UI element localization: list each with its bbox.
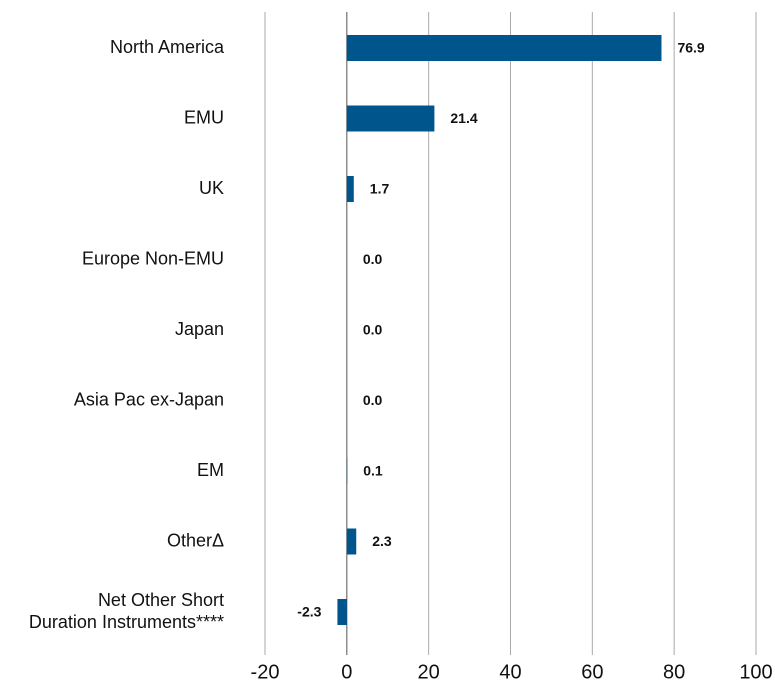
category-label: Net Other Short Duration Instruments****	[29, 590, 224, 632]
x-tick-label: 40	[499, 661, 521, 683]
category-line: UK	[199, 178, 224, 198]
x-tick-label: 60	[581, 661, 603, 683]
category-line: Asia Pac ex-Japan	[74, 389, 224, 409]
category-label: Asia Pac ex-Japan	[74, 389, 224, 409]
x-tick-label: 0	[341, 661, 352, 683]
value-label: 0.0	[363, 251, 383, 267]
value-label: 0.1	[363, 463, 383, 479]
category-line: Europe Non-EMU	[82, 248, 224, 268]
value-label: 21.4	[450, 110, 477, 126]
category-label: Europe Non-EMU	[82, 248, 224, 268]
value-label: 76.9	[677, 40, 704, 56]
category-label: EM	[197, 460, 224, 480]
bar	[337, 599, 347, 625]
bar	[346, 35, 662, 61]
category-line: North America	[110, 37, 225, 57]
value-label: 2.3	[372, 533, 392, 549]
value-label: 0.0	[363, 322, 383, 338]
x-tick-label: 100	[739, 661, 772, 683]
bar	[346, 528, 357, 555]
x-tick-label: 20	[418, 661, 440, 683]
category-line: Japan	[175, 319, 224, 339]
category-line: OtherΔ	[167, 530, 224, 550]
category-label: UK	[199, 178, 224, 198]
category-line: EMU	[184, 107, 224, 127]
category-label: OtherΔ	[167, 530, 224, 550]
value-label: 0.0	[363, 392, 383, 408]
category-label: EMU	[184, 107, 224, 127]
category-line: Net Other Short	[98, 590, 224, 610]
value-label: -2.3	[297, 604, 321, 620]
category-label: North America	[110, 37, 225, 57]
x-tick-label: 80	[663, 661, 685, 683]
bar	[346, 105, 435, 132]
category-line: Duration Instruments****	[29, 612, 224, 632]
x-tick-label: -20	[251, 661, 280, 683]
value-label: 1.7	[370, 181, 390, 197]
category-line: EM	[197, 460, 224, 480]
category-label: Japan	[175, 319, 224, 339]
bar	[346, 176, 354, 202]
